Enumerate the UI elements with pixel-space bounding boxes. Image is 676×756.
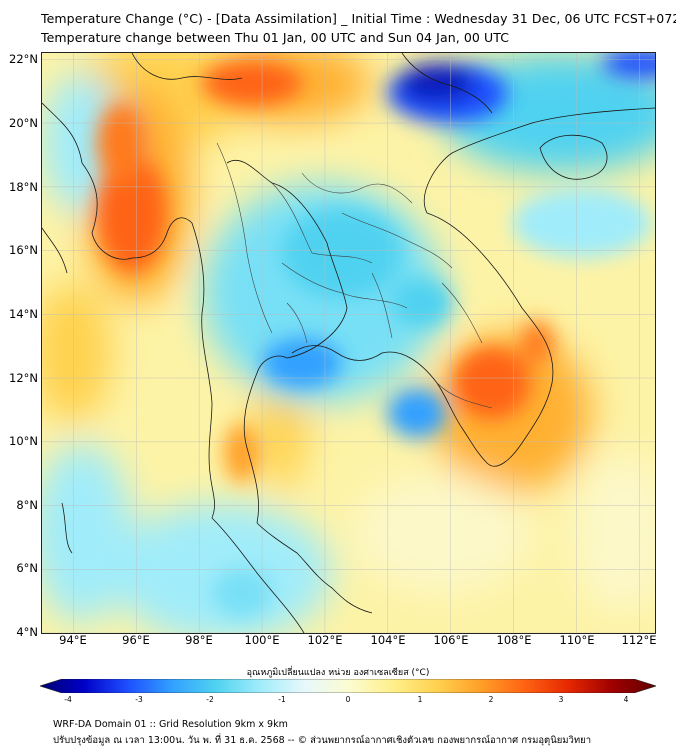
colorbar-tick-label: 4 xyxy=(623,695,629,704)
lat-tick-label: 18°N xyxy=(9,180,38,194)
lon-tick-label: 104°E xyxy=(370,633,406,647)
lon-tick-label: 96°E xyxy=(122,633,150,647)
lat-tick-label: 12°N xyxy=(9,371,38,385)
colorbar-gradient xyxy=(40,679,656,693)
colorbar-title: อุณหภูมิเปลี่ยนแปลง หน่วย องศาเซลเซียส (… xyxy=(246,668,430,678)
admin-borders xyxy=(216,142,493,409)
lon-tick-label: 108°E xyxy=(496,633,532,647)
lat-tick-label: 14°N xyxy=(9,307,38,321)
lon-tick-label: 112°E xyxy=(621,633,657,647)
colorbar-tick-label: 0 xyxy=(345,695,351,704)
colorbar-tick-label: -4 xyxy=(64,695,72,704)
lat-tick-label: 4°N xyxy=(16,625,38,639)
temperature-change-map xyxy=(41,52,656,634)
lon-tick-label: 110°E xyxy=(559,633,595,647)
lon-tick-label: 106°E xyxy=(433,633,469,647)
update-credit: ปรับปรุงข้อมูล ณ เวลา 13:00น. วัน พ. ที่… xyxy=(53,735,592,746)
map-subtitle: Temperature change between Thu 01 Jan, 0… xyxy=(41,30,510,45)
colorbar-tick-label: 2 xyxy=(488,695,494,704)
lat-tick-label: 20°N xyxy=(9,116,38,130)
lat-tick-label: 22°N xyxy=(9,52,38,66)
colorbar-tick-label: 3 xyxy=(558,695,564,704)
lat-tick-label: 16°N xyxy=(9,243,38,257)
lat-tick-label: 6°N xyxy=(16,561,38,575)
lat-tick-label: 10°N xyxy=(9,434,38,448)
map-canvas xyxy=(42,53,655,633)
lon-tick-label: 98°E xyxy=(185,633,213,647)
lon-tick-label: 102°E xyxy=(307,633,343,647)
map-title: Temperature Change (°C) - [Data Assimila… xyxy=(41,11,676,26)
colorbar xyxy=(40,679,656,693)
temperature-field-detail xyxy=(97,53,655,618)
lon-tick-label: 100°E xyxy=(244,633,280,647)
colorbar-tick-label: -2 xyxy=(206,695,214,704)
coastlines xyxy=(42,53,655,633)
colorbar-tick-label: -1 xyxy=(278,695,286,704)
colorbar-tick-label: -3 xyxy=(135,695,143,704)
lon-tick-label: 94°E xyxy=(59,633,87,647)
model-info: WRF-DA Domain 01 :: Grid Resolution 9km … xyxy=(53,719,288,730)
lat-tick-label: 8°N xyxy=(16,498,38,512)
colorbar-tick-label: 1 xyxy=(417,695,423,704)
